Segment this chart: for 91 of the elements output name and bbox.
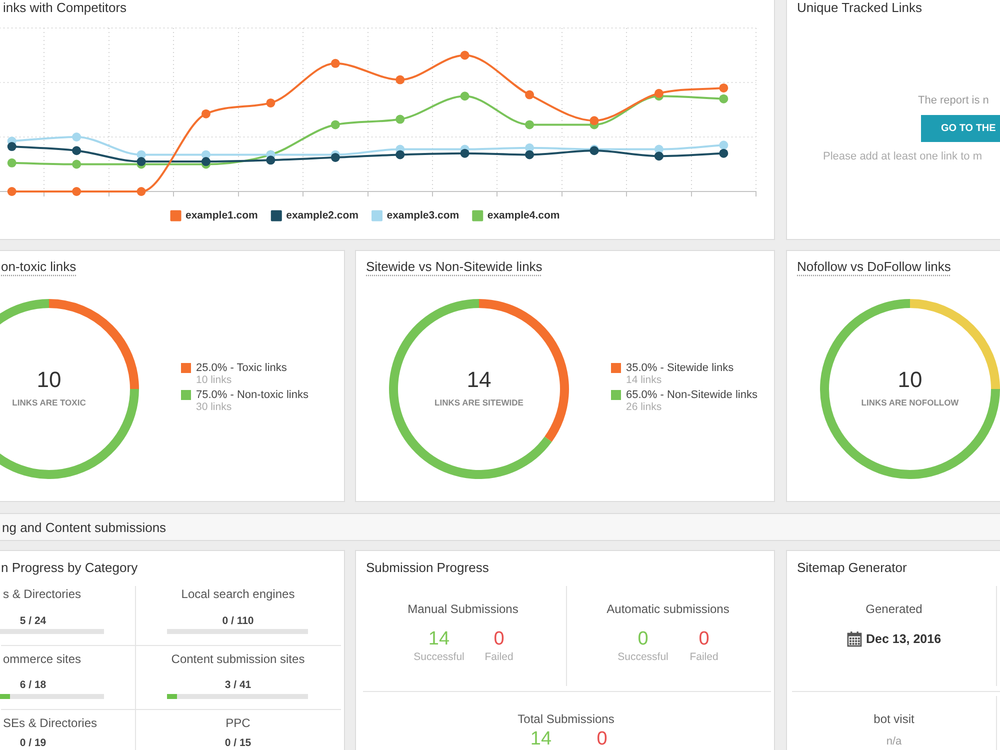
text: ng and Content submissions — [2, 520, 166, 536]
data-label: 14 links — [626, 374, 662, 386]
data-label: 30 links — [196, 400, 232, 413]
point — [590, 116, 599, 126]
point — [330, 152, 340, 162]
point — [330, 120, 340, 130]
chart-title: Nofollow vs DoFollow links — [797, 259, 951, 275]
text: 0 / 19 — [20, 736, 46, 749]
point — [525, 120, 534, 130]
text: LINKS ARE NOFOLLOW — [861, 397, 960, 408]
text: bot visit — [874, 712, 914, 726]
point — [719, 94, 728, 104]
text: Dec 13, 2016 — [866, 632, 942, 646]
text: The report is n — [918, 94, 989, 106]
point — [72, 187, 82, 196]
text: Successful — [618, 650, 668, 663]
text: 5 / 24 — [20, 614, 46, 627]
text: Unique Tracked Links — [797, 0, 922, 16]
point — [654, 152, 664, 161]
text: 6 / 18 — [20, 678, 46, 691]
text: Submission Progress — [366, 560, 489, 576]
text: Manual Submissions — [408, 602, 518, 616]
point — [201, 109, 210, 118]
text: Please add at least one link to m — [823, 150, 982, 162]
text: 14 — [466, 367, 492, 392]
text: 10 — [898, 367, 922, 392]
point — [525, 150, 534, 160]
legend-label: 65.0% - Non-Sitewide links — [626, 389, 758, 402]
point — [719, 83, 728, 92]
text: Total Submissions — [518, 712, 614, 726]
legend-label: example4.com — [487, 210, 560, 222]
text: 14 — [428, 628, 450, 650]
point — [396, 150, 405, 160]
point — [7, 158, 16, 168]
text: s & Directories — [3, 587, 82, 601]
point — [201, 157, 210, 166]
text: 0 — [596, 728, 608, 750]
text: Content submission sites — [171, 652, 305, 666]
point — [396, 114, 405, 124]
button: GO TO THE — [921, 115, 1000, 142]
point — [266, 98, 276, 108]
text: 3 / 41 — [224, 678, 252, 691]
chart-title: on-toxic links — [1, 259, 76, 275]
point — [460, 50, 470, 60]
legend-label: 75.0% - Non-toxic links — [196, 389, 309, 402]
point — [136, 187, 146, 196]
text: Successful — [414, 650, 464, 663]
text: 0 — [494, 628, 504, 650]
text: PPC — [226, 716, 250, 730]
chart-title: Sitewide vs Non-Sitewide links — [366, 259, 542, 275]
text: LINKS ARE TOXIC — [12, 397, 86, 408]
point — [7, 187, 16, 196]
point — [525, 90, 534, 100]
legend-label: 25.0% - Toxic links — [196, 362, 288, 374]
text: LINKS ARE SITEWIDE — [434, 397, 524, 408]
text: Generated — [866, 602, 922, 616]
text: 0 — [638, 628, 648, 650]
text: Failed — [690, 650, 718, 663]
point — [72, 160, 82, 169]
chart-title: inks with Competitors — [3, 0, 127, 16]
point — [266, 156, 276, 165]
data-label: 10 links — [196, 374, 232, 386]
text: Automatic submissions — [606, 602, 730, 616]
text: SEs & Directories — [3, 716, 98, 730]
point — [719, 148, 728, 158]
point — [330, 58, 340, 68]
point — [136, 157, 146, 166]
point — [460, 92, 470, 101]
text: 10 — [36, 367, 62, 392]
text: 14 — [530, 728, 552, 750]
legend-label: example3.com — [386, 210, 460, 222]
point — [719, 140, 728, 150]
text: 0 / 15 — [224, 736, 252, 749]
point — [72, 132, 82, 142]
point — [7, 142, 16, 152]
text: ommerce sites — [3, 652, 82, 666]
text: Sitemap Generator — [797, 560, 907, 576]
text: 0 — [698, 628, 710, 650]
data-label: 26 links — [626, 400, 662, 413]
text: Local search engines — [181, 587, 295, 601]
text: Failed — [484, 650, 514, 663]
text: n/a — [886, 736, 902, 748]
legend-label: example2.com — [286, 210, 359, 222]
text: n Progress by Category — [1, 560, 138, 576]
legend-label: 35.0% - Sitewide links — [626, 362, 734, 374]
point — [72, 146, 82, 156]
legend-label: example1.com — [186, 210, 258, 222]
point — [460, 148, 470, 158]
point — [396, 75, 405, 84]
point — [654, 88, 664, 98]
text: 0 / 110 — [222, 614, 254, 627]
